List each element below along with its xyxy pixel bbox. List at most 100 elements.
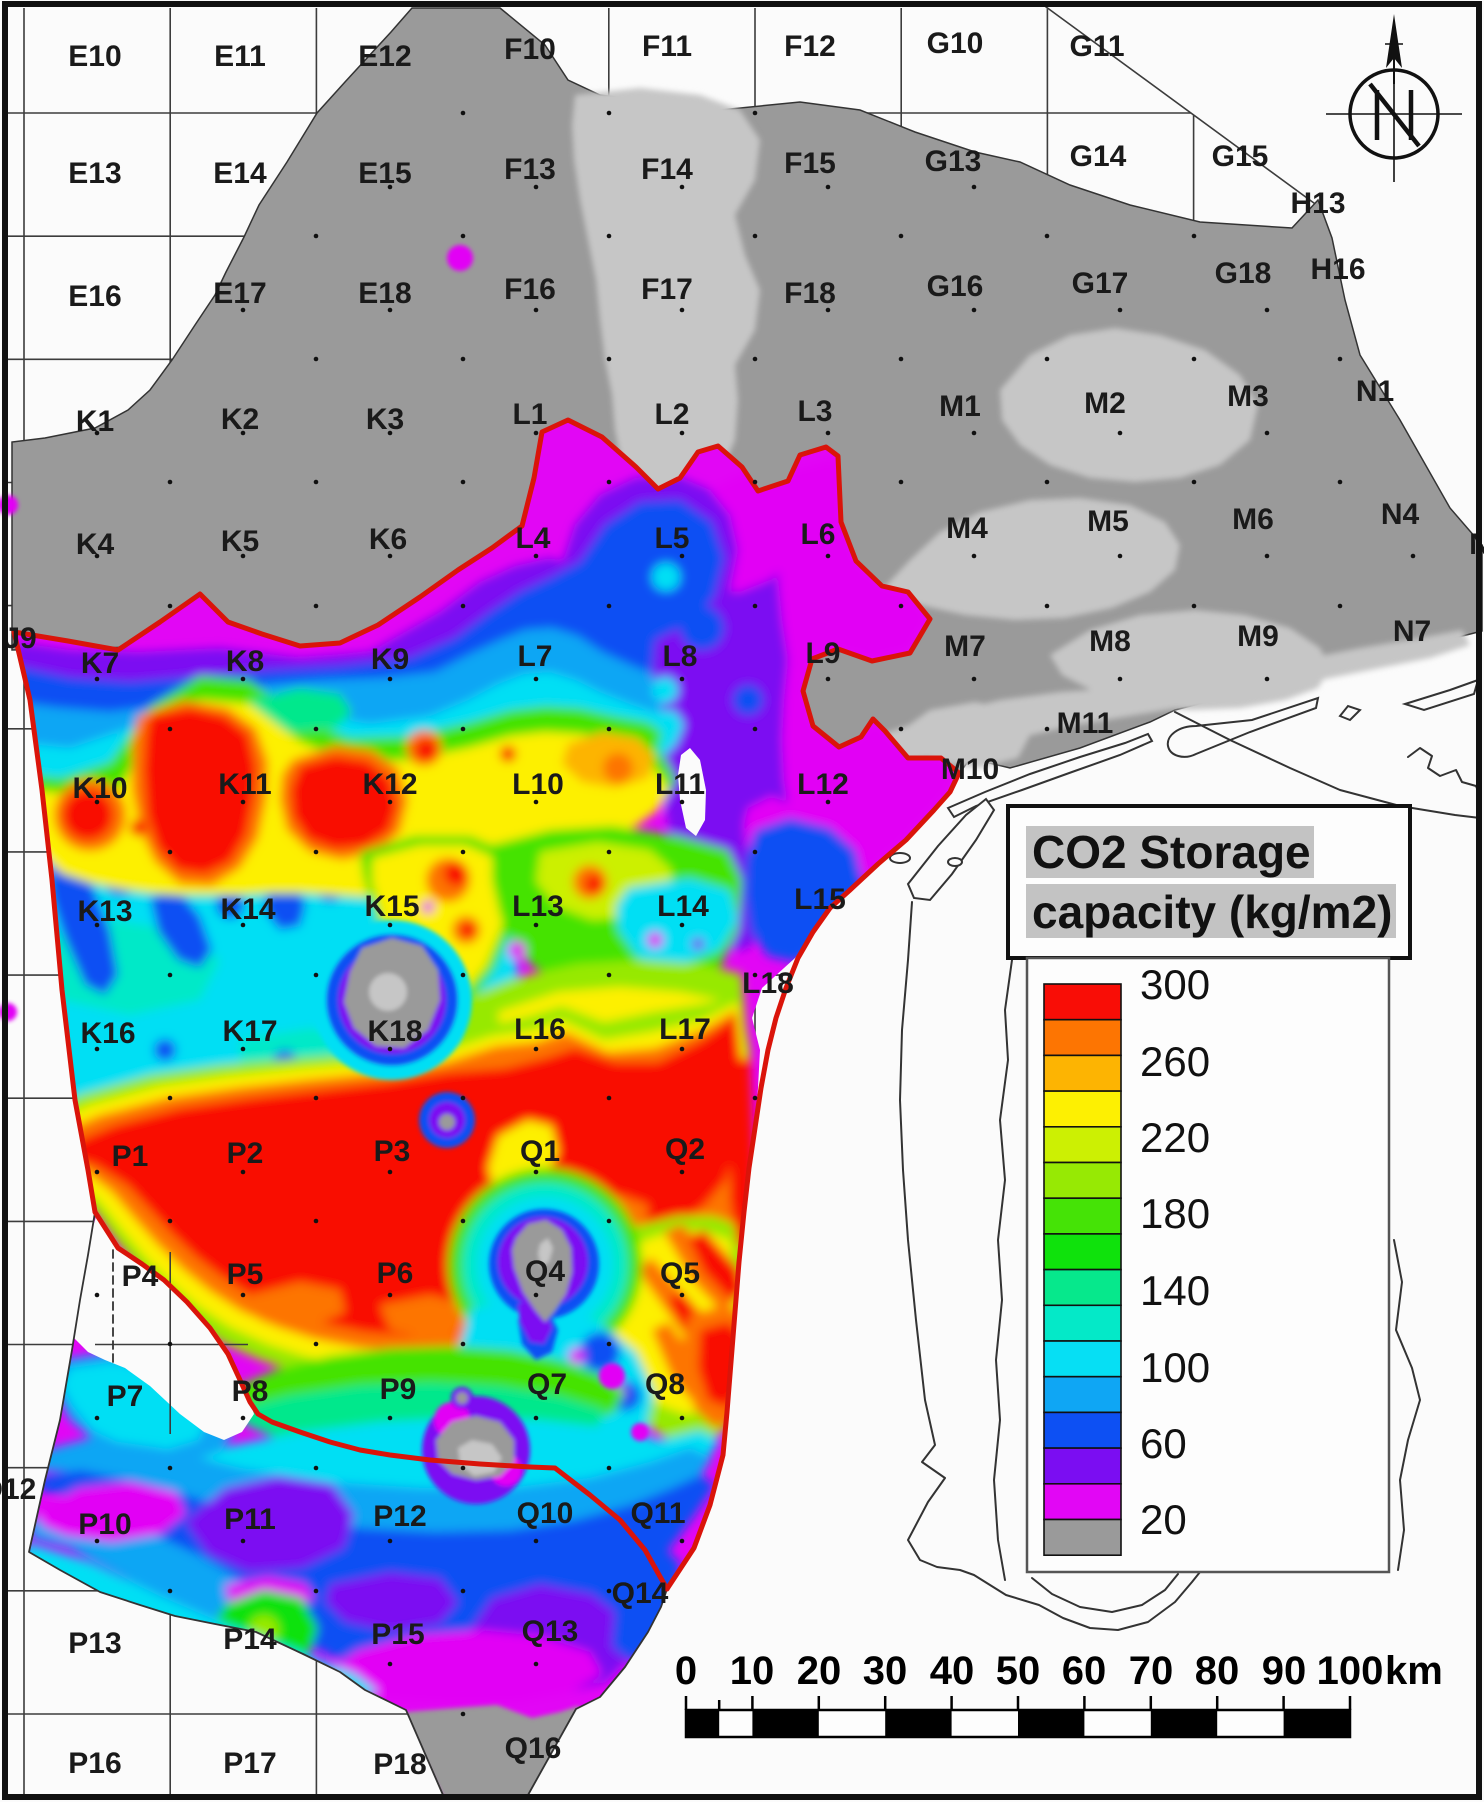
svg-text:Q16: Q16: [505, 1732, 562, 1765]
svg-text:H13: H13: [1290, 187, 1345, 220]
svg-text:G15: G15: [1212, 140, 1269, 173]
svg-text:K15: K15: [364, 890, 419, 923]
svg-text:K8: K8: [226, 645, 264, 678]
svg-text:F14: F14: [641, 153, 693, 186]
svg-text:CO2 Storage: CO2 Storage: [1032, 826, 1311, 878]
svg-text:P18: P18: [373, 1748, 426, 1781]
svg-text:220: 220: [1140, 1114, 1210, 1161]
svg-text:100: 100: [1140, 1344, 1210, 1391]
svg-text:P2: P2: [227, 1137, 264, 1170]
svg-text:M6: M6: [1232, 503, 1274, 536]
svg-text:K3: K3: [366, 403, 404, 436]
svg-text:P13: P13: [68, 1627, 121, 1660]
svg-text:P3: P3: [374, 1135, 411, 1168]
svg-text:Q7: Q7: [527, 1368, 567, 1401]
svg-text:P8: P8: [232, 1375, 269, 1408]
svg-text:km: km: [1385, 1649, 1443, 1693]
svg-text:L12: L12: [797, 768, 849, 801]
svg-text:K16: K16: [80, 1017, 135, 1050]
svg-text:260: 260: [1140, 1038, 1210, 1085]
svg-text:L14: L14: [657, 890, 709, 923]
svg-text:J9: J9: [3, 622, 36, 655]
svg-text:F13: F13: [504, 153, 556, 186]
svg-text:N4: N4: [1381, 498, 1420, 531]
svg-text:F11: F11: [642, 30, 692, 63]
svg-text:K13: K13: [77, 895, 132, 928]
svg-text:L8: L8: [662, 640, 697, 673]
svg-text:L5: L5: [654, 522, 689, 555]
svg-text:P5: P5: [227, 1258, 264, 1291]
svg-text:L16: L16: [514, 1013, 566, 1046]
svg-text:E13: E13: [68, 157, 121, 190]
svg-text:P6: P6: [377, 1257, 414, 1290]
svg-text:0: 0: [675, 1649, 697, 1693]
svg-text:E18: E18: [358, 277, 411, 310]
svg-text:F18: F18: [784, 277, 836, 310]
svg-text:L1: L1: [512, 398, 547, 431]
svg-text:20: 20: [797, 1649, 842, 1693]
svg-text:K14: K14: [220, 893, 275, 926]
svg-text:P15: P15: [371, 1618, 424, 1651]
svg-text:E17: E17: [213, 277, 266, 310]
svg-text:L6: L6: [800, 518, 835, 551]
svg-text:N7: N7: [1393, 615, 1431, 648]
svg-text:M3: M3: [1227, 380, 1269, 413]
svg-text:L3: L3: [797, 395, 832, 428]
svg-text:P12: P12: [373, 1500, 426, 1533]
svg-text:10: 10: [730, 1649, 775, 1693]
svg-text:G11: G11: [1069, 30, 1124, 63]
svg-text:F15: F15: [784, 147, 836, 180]
svg-text:P1: P1: [112, 1140, 149, 1173]
svg-text:Q14: Q14: [612, 1577, 669, 1610]
svg-text:Q2: Q2: [665, 1133, 705, 1166]
svg-text:L4: L4: [515, 522, 550, 555]
svg-text:L13: L13: [512, 890, 564, 923]
svg-text:80: 80: [1195, 1649, 1240, 1693]
svg-text:P17: P17: [223, 1747, 276, 1780]
svg-text:L2: L2: [654, 398, 689, 431]
svg-text:M1: M1: [939, 390, 981, 423]
svg-text:E12: E12: [358, 40, 411, 73]
svg-text:K11: K11: [218, 768, 271, 801]
svg-text:G14: G14: [1070, 140, 1127, 173]
svg-text:G17: G17: [1072, 267, 1129, 300]
svg-text:F17: F17: [641, 273, 693, 306]
svg-text:P9: P9: [380, 1373, 417, 1406]
svg-text:H16: H16: [1310, 253, 1365, 286]
svg-text:K6: K6: [369, 523, 407, 556]
svg-text:K5: K5: [221, 525, 259, 558]
svg-text:F10: F10: [504, 33, 556, 66]
svg-text:N1: N1: [1356, 375, 1394, 408]
svg-text:E15: E15: [358, 157, 411, 190]
svg-text:G16: G16: [927, 270, 984, 303]
svg-text:K10: K10: [72, 772, 127, 805]
svg-text:E14: E14: [213, 157, 267, 190]
svg-text:L11: L11: [655, 768, 705, 801]
svg-text:K1: K1: [76, 405, 114, 438]
svg-text:K2: K2: [221, 403, 259, 436]
svg-text:Q1: Q1: [520, 1135, 560, 1168]
svg-text:300: 300: [1140, 961, 1210, 1008]
svg-text:P4: P4: [122, 1260, 159, 1293]
svg-text:M9: M9: [1237, 620, 1279, 653]
svg-text:Q5: Q5: [660, 1257, 700, 1290]
svg-text:60: 60: [1140, 1420, 1187, 1467]
svg-text:E16: E16: [68, 280, 121, 313]
svg-text:E10: E10: [68, 40, 121, 73]
svg-text:capacity (kg/m2): capacity (kg/m2): [1032, 886, 1392, 938]
svg-text:70: 70: [1129, 1649, 1174, 1693]
svg-text:L15: L15: [794, 883, 846, 916]
svg-text:K17: K17: [222, 1015, 277, 1048]
svg-text:M8: M8: [1089, 625, 1131, 658]
svg-text:Q8: Q8: [645, 1368, 685, 1401]
svg-text:Q4: Q4: [525, 1255, 565, 1288]
svg-text:L10: L10: [512, 768, 564, 801]
svg-text:P16: P16: [68, 1747, 121, 1780]
svg-text:M10: M10: [941, 753, 999, 786]
svg-text:P7: P7: [107, 1380, 144, 1413]
svg-text:G18: G18: [1215, 257, 1272, 290]
svg-text:Q10: Q10: [517, 1497, 574, 1530]
svg-text:G10: G10: [927, 27, 984, 60]
svg-text:G13: G13: [925, 145, 982, 178]
svg-text:60: 60: [1062, 1649, 1107, 1693]
